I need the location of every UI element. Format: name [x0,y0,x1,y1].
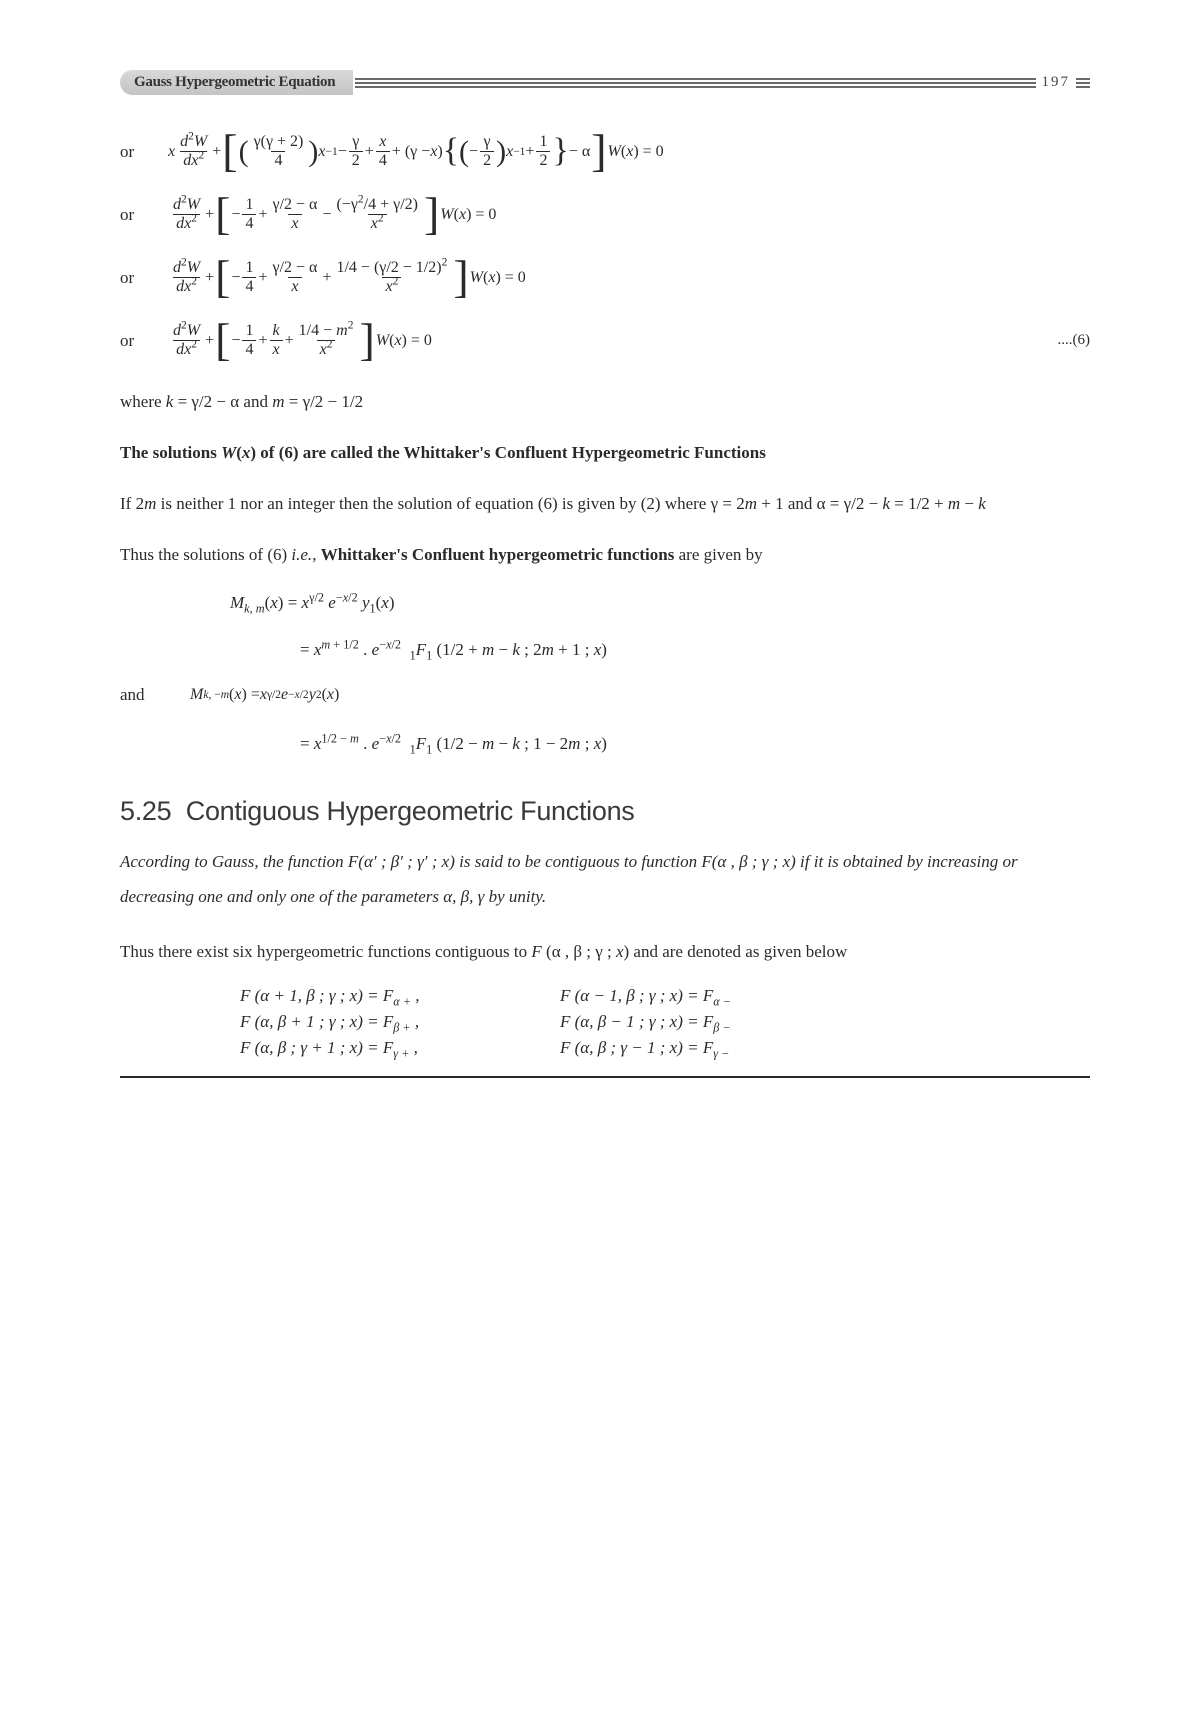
fn-sub: β + [393,1020,410,1034]
section-title: Contiguous Hypergeometric Functions [186,796,635,826]
equation-2: or d2Wdx2 + [ −14 + γ/2 − αx − (−γ2/4 + … [120,196,1090,233]
fn-sub: α − [713,994,731,1008]
paragraph-2m: If 2m is neither 1 nor an integer then t… [120,487,1090,520]
equation-4: or d2Wdx2 + [ −14 + kx + 1/4 − m2x2 ] W(… [120,322,1090,359]
gauss-definition: According to Gauss, the function F(α′ ; … [120,845,1090,915]
equation-1: or x d2Wdx2 + [ ( γ(γ + 2)4 ) x−1 − γ2 +… [120,133,1090,170]
list-item: F (α + 1, β ; γ ; x) = Fα + , F (α − 1, … [240,986,1090,1006]
text-bold: Whittaker's Confluent hypergeometric fun… [321,545,675,564]
fn-sub: γ + [393,1046,409,1060]
fn-sub: β − [713,1020,730,1034]
section-heading: 5.25 Contiguous Hypergeometric Functions [120,796,1090,827]
page-header: Gauss Hypergeometric Equation 197 [120,70,1090,95]
header-rule-icon [355,78,1035,88]
ie-text: i.e. [291,545,312,564]
eq-prefix: or [120,205,168,225]
fn-def: F (α, β + 1 ; γ ; x) = F [240,1012,393,1031]
fn-def: F (α + 1, β ; γ ; x) = F [240,986,393,1005]
list-item: F (α, β + 1 ; γ ; x) = Fβ + , F (α, β − … [240,1012,1090,1032]
list-item: F (α, β ; γ + 1 ; x) = Fγ + , F (α, β ; … [240,1038,1090,1058]
mk-minus-m-def: and Mk, −m(x) = xγ/2e−x/2 y2(x) [120,685,1090,705]
eq-prefix: or [120,331,168,351]
section-number: 5.25 [120,796,171,826]
fn-def: F (α, β − 1 ; γ ; x) = F [560,1012,713,1031]
contiguous-list: F (α + 1, β ; γ ; x) = Fα + , F (α − 1, … [240,986,1090,1058]
equation-number: ....(6) [1058,332,1091,349]
header-end-icon [1076,78,1090,88]
fn-def: F (α, β ; γ − 1 ; x) = F [560,1038,713,1057]
fn-sub: α + [393,994,411,1008]
and-label: and [120,685,190,705]
where-clause: where k = γ/2 − α and m = γ/2 − 1/2 [120,385,1090,418]
header-title: Gauss Hypergeometric Equation [120,70,353,95]
footer-rule [120,1076,1090,1078]
fn-sub: γ − [713,1046,729,1060]
page-container: Gauss Hypergeometric Equation 197 or x d… [0,0,1200,1146]
text-fragment: are given by [674,545,762,564]
fn-def: F (α, β ; γ + 1 ; x) = F [240,1038,393,1057]
text-fragment: , [312,545,321,564]
paragraph-six-funcs: Thus there exist six hypergeometric func… [120,935,1090,968]
eq-prefix: or [120,268,168,288]
whittaker-statement: The solutions W(x) of (6) are called the… [120,436,1090,469]
equation-3: or d2Wdx2 + [ −14 + γ/2 − αx + 1/4 − (γ/… [120,259,1090,296]
eq-prefix: or [120,142,168,162]
page-number: 197 [1042,74,1071,91]
mkm-def: Mk, m(x) = xγ/2 e−x/2 y1(x) [230,590,1090,616]
paragraph-thus: Thus the solutions of (6) i.e., Whittake… [120,538,1090,571]
text-fragment: Thus the solutions of (6) [120,545,291,564]
mkm-expand: = xm + 1/2 . e−x/2 1F1 (1/2 + m − k ; 2m… [300,637,1090,663]
mk-minus-m-expand: = x1/2 − m . e−x/2 1F1 (1/2 − m − k ; 1 … [300,731,1090,757]
fn-def: F (α − 1, β ; γ ; x) = F [560,986,713,1005]
